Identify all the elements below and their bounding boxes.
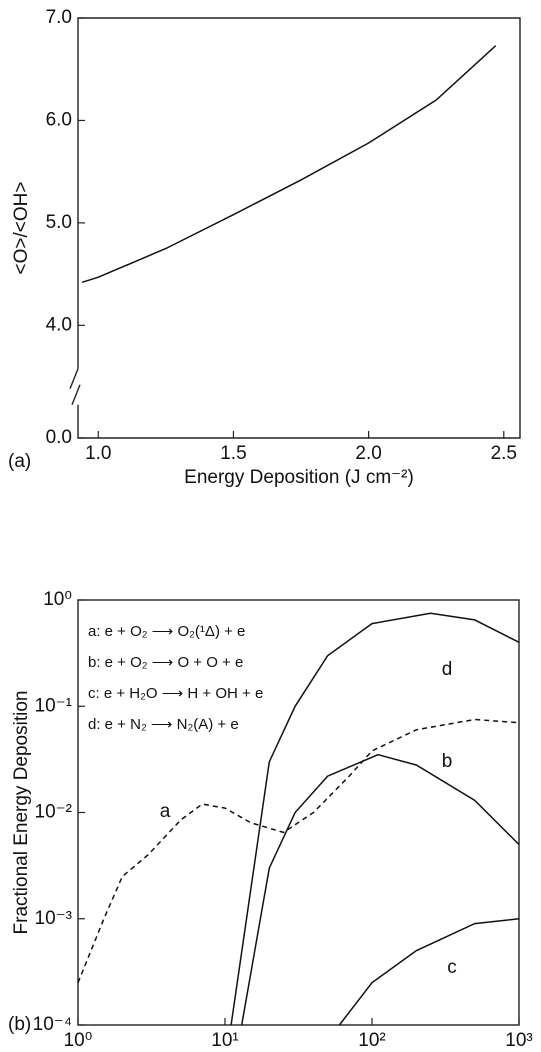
x-tick-label: 10¹ <box>211 1030 238 1051</box>
curve-label: a <box>160 801 171 822</box>
y-tick-label: 10⁻³ <box>35 908 73 929</box>
axis-frame <box>77 17 521 439</box>
panel-label: (b) <box>8 1014 31 1035</box>
reaction-label: d: e + N₂ ⟶ N₂(A) + e <box>88 716 239 733</box>
reaction-label: b: e + O₂ ⟶ O + O + e <box>88 654 243 671</box>
y-tick-label: 10⁻² <box>35 802 73 823</box>
x-axis-label: Energy Deposition (J cm⁻²) <box>184 467 414 488</box>
x-tick-label: 10⁰ <box>64 1030 93 1051</box>
curve-label: c <box>447 957 457 978</box>
y-tick-label: 10⁰ <box>43 589 72 610</box>
y-tick-label: 0.0 <box>46 427 72 448</box>
y-axis-label: <O>/<OH> <box>11 182 32 275</box>
x-tick-label: 10³ <box>505 1030 532 1051</box>
y-tick-label: 7.0 <box>46 7 72 28</box>
data-line <box>230 612 520 1026</box>
axis-break <box>69 368 81 406</box>
y-axis-label: Fractional Energy Deposition <box>11 691 32 935</box>
y-tick-label: 10⁻⁴ <box>33 1014 72 1035</box>
y-tick-label: 5.0 <box>46 212 72 233</box>
reaction-label: a: e + O₂ ⟶ O₂(¹Δ) + e <box>88 623 245 640</box>
x-tick-label: 1.5 <box>220 443 246 464</box>
x-tick-label: 2.0 <box>355 443 381 464</box>
data-line <box>338 918 520 1026</box>
reaction-label: c: e + H₂O ⟶ H + OH + e <box>88 685 263 702</box>
panel-label: (a) <box>8 451 31 472</box>
data-line <box>81 45 497 284</box>
x-tick-label: 10² <box>358 1030 385 1051</box>
curve-label: b <box>442 751 453 772</box>
curve-label: d <box>442 659 453 680</box>
y-tick-label: 10⁻¹ <box>35 695 73 716</box>
y-tick-label: 6.0 <box>46 109 72 130</box>
data-line <box>240 753 520 1026</box>
data-line <box>77 718 520 983</box>
x-tick-label: 2.5 <box>491 443 517 464</box>
x-tick-label: 1.0 <box>85 443 111 464</box>
y-tick-label: 4.0 <box>46 314 72 335</box>
